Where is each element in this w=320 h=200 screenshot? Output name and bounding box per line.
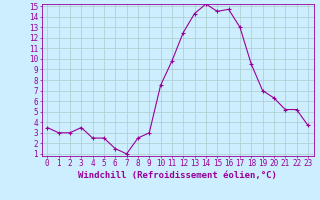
X-axis label: Windchill (Refroidissement éolien,°C): Windchill (Refroidissement éolien,°C) [78,171,277,180]
